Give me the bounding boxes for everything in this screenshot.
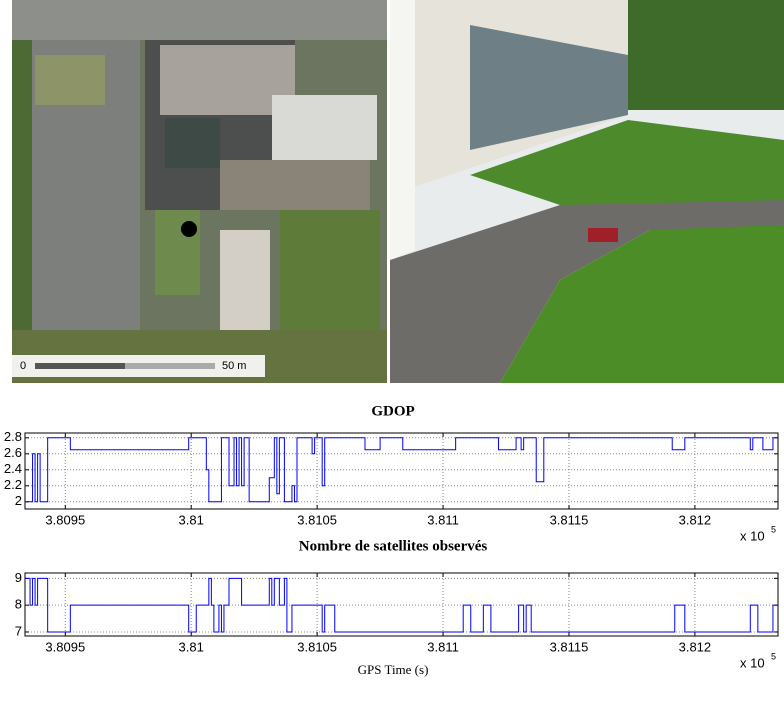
step-line <box>25 437 778 503</box>
aerial-photo: 0 50 m <box>12 0 387 383</box>
chart-title: Nombre de satellites observés <box>299 538 488 554</box>
step-line <box>25 577 778 633</box>
plot-area <box>24 432 779 510</box>
y-tick-label: 2 <box>15 493 22 508</box>
scale-label: 0 <box>20 360 26 372</box>
x-scale-power: 5 <box>771 524 776 534</box>
x-axis-label: GPS Time (s) <box>358 662 429 677</box>
x-tick-label: 3.811 <box>427 639 459 654</box>
x-scale-base: x 10 <box>740 528 765 543</box>
y-tick-label: 9 <box>15 570 22 585</box>
position-marker <box>181 221 197 237</box>
x-tick-label: 3.8115 <box>550 512 589 527</box>
y-tick-label: 2.6 <box>4 445 22 460</box>
y-tick-label: 7 <box>15 623 22 638</box>
x-scale-power: 5 <box>771 651 776 661</box>
y-tick-label: 2.2 <box>4 477 22 492</box>
y-tick-label: 2.4 <box>4 461 22 476</box>
scale-label: 50 m <box>222 360 246 372</box>
x-tick-label: 3.812 <box>679 512 712 527</box>
x-scale-base: x 10 <box>740 655 765 670</box>
ground-photo <box>390 0 784 383</box>
y-tick-label: 8 <box>15 597 22 612</box>
x-tick-label: 3.81 <box>179 639 204 654</box>
x-tick-label: 3.812 <box>679 639 712 654</box>
x-tick-label: 3.8095 <box>45 639 85 654</box>
plot-area <box>24 572 779 637</box>
x-tick-label: 3.81 <box>179 512 204 527</box>
x-tick-label: 3.8115 <box>550 639 589 654</box>
x-tick-label: 3.8105 <box>297 639 337 654</box>
charts: GDOP 22.22.42.62.8 3.8095 3.81 3.8105 3.811 3.… <box>4 403 779 677</box>
x-tick-label: 3.8105 <box>297 512 337 527</box>
x-tick-label: 3.8095 <box>45 512 85 527</box>
y-tick-label: 2.8 <box>4 429 22 444</box>
chart-title: GDOP <box>371 403 414 419</box>
x-tick-label: 3.811 <box>427 512 459 527</box>
